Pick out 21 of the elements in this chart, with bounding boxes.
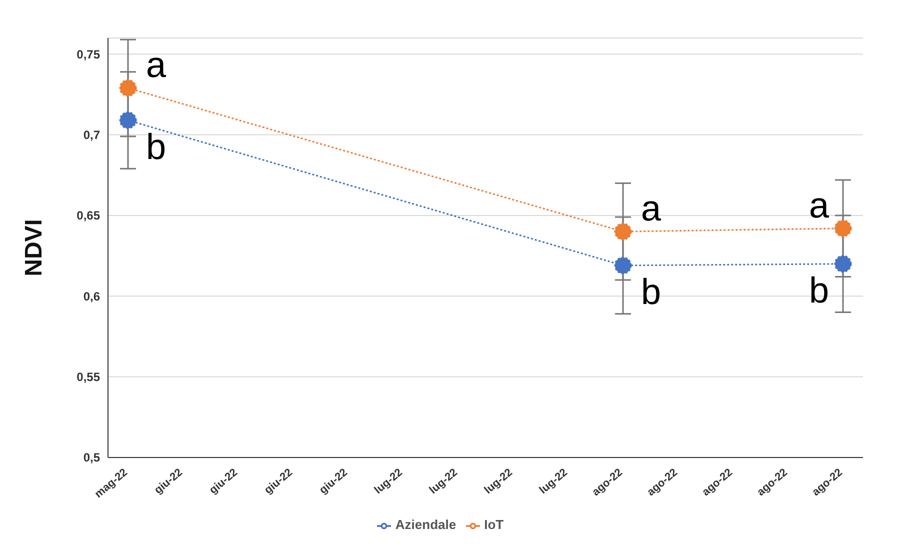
legend-label: Aziendale (395, 517, 456, 532)
point (834, 255, 852, 273)
annotation: b (808, 269, 830, 310)
point (834, 220, 852, 238)
y-axis-title: NDVI (20, 219, 48, 276)
point (119, 112, 137, 130)
y-tick-label: 0,6 (83, 289, 100, 304)
y-tick-label: 0,65 (76, 208, 100, 223)
point (119, 79, 137, 97)
annotation: b (146, 126, 166, 167)
point (614, 222, 632, 240)
annotation: a (640, 188, 662, 229)
y-tick-label: 0,75 (76, 47, 100, 62)
annotation: a (146, 44, 167, 86)
y-tick-label: 0,5 (83, 450, 100, 465)
legend-label: IoT (484, 517, 504, 532)
point (614, 256, 632, 274)
annotation: a (808, 184, 830, 226)
y-tick-label: 0,55 (76, 370, 100, 384)
y-tick-label: 0,7 (83, 128, 100, 142)
annotation: b (640, 271, 662, 312)
